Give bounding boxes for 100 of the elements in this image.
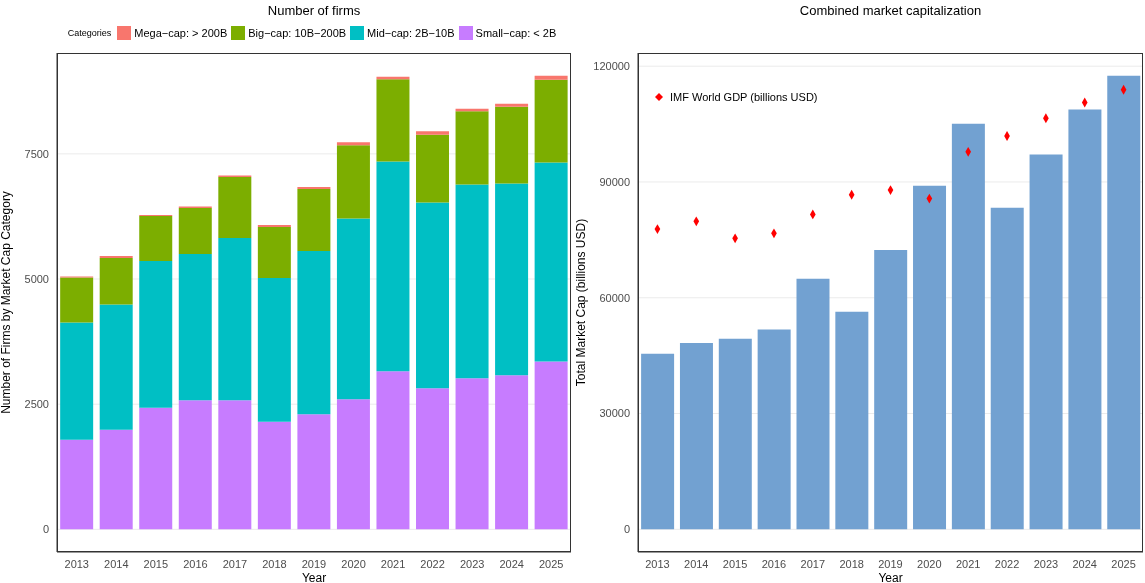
bar [218, 176, 252, 238]
bar [178, 253, 212, 401]
bar [178, 400, 212, 530]
bar [455, 378, 489, 530]
x-tick-label: 2018 [262, 557, 287, 570]
bar [718, 338, 752, 530]
bar [257, 278, 291, 422]
bar [376, 79, 410, 162]
bar [757, 329, 791, 530]
bar [495, 375, 529, 530]
x-tick-label: 2013 [64, 557, 90, 570]
y-tick-label: 30000 [599, 407, 630, 420]
bar [257, 224, 291, 227]
x-axis-title: Year [301, 571, 327, 583]
bar [297, 414, 331, 530]
x-tick-label: 2024 [499, 557, 524, 570]
bar [297, 188, 331, 251]
bar [495, 103, 529, 107]
bar [257, 421, 291, 530]
bar [951, 123, 985, 530]
x-tick-label: 2020 [341, 557, 366, 570]
legend-label: IMF World GDP (billions USD) [669, 91, 818, 103]
y-tick-label: 0 [42, 523, 49, 536]
legend-label: Big−cap: 10B−200B [247, 26, 347, 40]
y-axis-title: Number of Firms by Market Cap Category [0, 191, 14, 414]
bar [534, 75, 568, 80]
bar [336, 218, 370, 400]
bar [1029, 154, 1063, 530]
bar [679, 342, 713, 530]
bar [416, 202, 450, 389]
bar [60, 439, 94, 530]
x-tick-label: 2025 [1111, 557, 1136, 570]
bar [534, 79, 568, 163]
y-tick-label: 7500 [24, 147, 49, 160]
x-tick-label: 2016 [761, 557, 787, 570]
x-axis-title: Year [878, 571, 903, 583]
x-tick-label: 2014 [104, 557, 129, 570]
y-tick-label: 2500 [24, 398, 49, 411]
x-tick-label: 2017 [800, 557, 826, 570]
bar [218, 400, 252, 530]
bar [336, 145, 370, 219]
legend-label: Mid−cap: 2B−10B [366, 26, 455, 40]
bar [455, 184, 489, 379]
x-tick-label: 2015 [143, 557, 169, 570]
bar [99, 429, 133, 530]
y-tick-label: 0 [623, 523, 630, 536]
point [654, 224, 661, 234]
bar [641, 353, 675, 530]
x-tick-label: 2023 [1033, 557, 1059, 570]
x-tick-label: 2022 [994, 557, 1020, 570]
x-tick-label: 2023 [459, 557, 485, 570]
x-tick-label: 2021 [380, 557, 406, 570]
bar [99, 304, 133, 430]
point [887, 185, 894, 195]
bar [178, 207, 212, 254]
bar [495, 106, 529, 184]
bar [297, 186, 331, 189]
bar [874, 249, 908, 530]
x-tick-label: 2019 [301, 557, 327, 570]
bar [416, 388, 450, 530]
y-tick-label: 120000 [593, 60, 630, 73]
bar [376, 371, 410, 530]
y-axis-title: Total Market Cap (billions USD) [574, 218, 589, 387]
bar [99, 258, 133, 305]
x-tick-label: 2025 [538, 557, 564, 570]
bar [297, 250, 331, 415]
x-tick-label: 2020 [917, 557, 942, 570]
bar [835, 311, 869, 530]
bar [534, 361, 568, 530]
chart-title: Number of firms [266, 3, 362, 18]
legend-label: Small−cap: < 2B [474, 26, 557, 40]
y-tick-label: 60000 [599, 291, 630, 304]
y-tick-label: 5000 [24, 272, 49, 285]
legend-title: Categories [67, 28, 112, 38]
bar [336, 142, 370, 146]
bar [1107, 75, 1141, 530]
bar [1068, 109, 1102, 530]
bar [534, 162, 568, 362]
bar [139, 261, 173, 408]
x-tick-label: 2022 [420, 557, 445, 570]
bar [796, 278, 830, 530]
bar [336, 399, 370, 530]
bar [99, 255, 133, 258]
bar [495, 183, 529, 376]
legend-label: Mega−cap: > 200B [133, 26, 228, 40]
x-tick-label: 2015 [722, 557, 748, 570]
bar [139, 407, 173, 530]
x-tick-label: 2021 [955, 557, 981, 570]
bar [455, 111, 489, 185]
bar [139, 215, 173, 261]
bar [60, 277, 94, 323]
y-tick-label: 90000 [599, 175, 630, 188]
x-tick-label: 2024 [1072, 557, 1097, 570]
bar [376, 161, 410, 372]
bar [913, 185, 947, 530]
x-tick-label: 2017 [222, 557, 248, 570]
x-tick-label: 2019 [878, 557, 903, 570]
bar [416, 131, 450, 135]
x-tick-label: 2013 [645, 557, 670, 570]
x-tick-label: 2018 [839, 557, 864, 570]
